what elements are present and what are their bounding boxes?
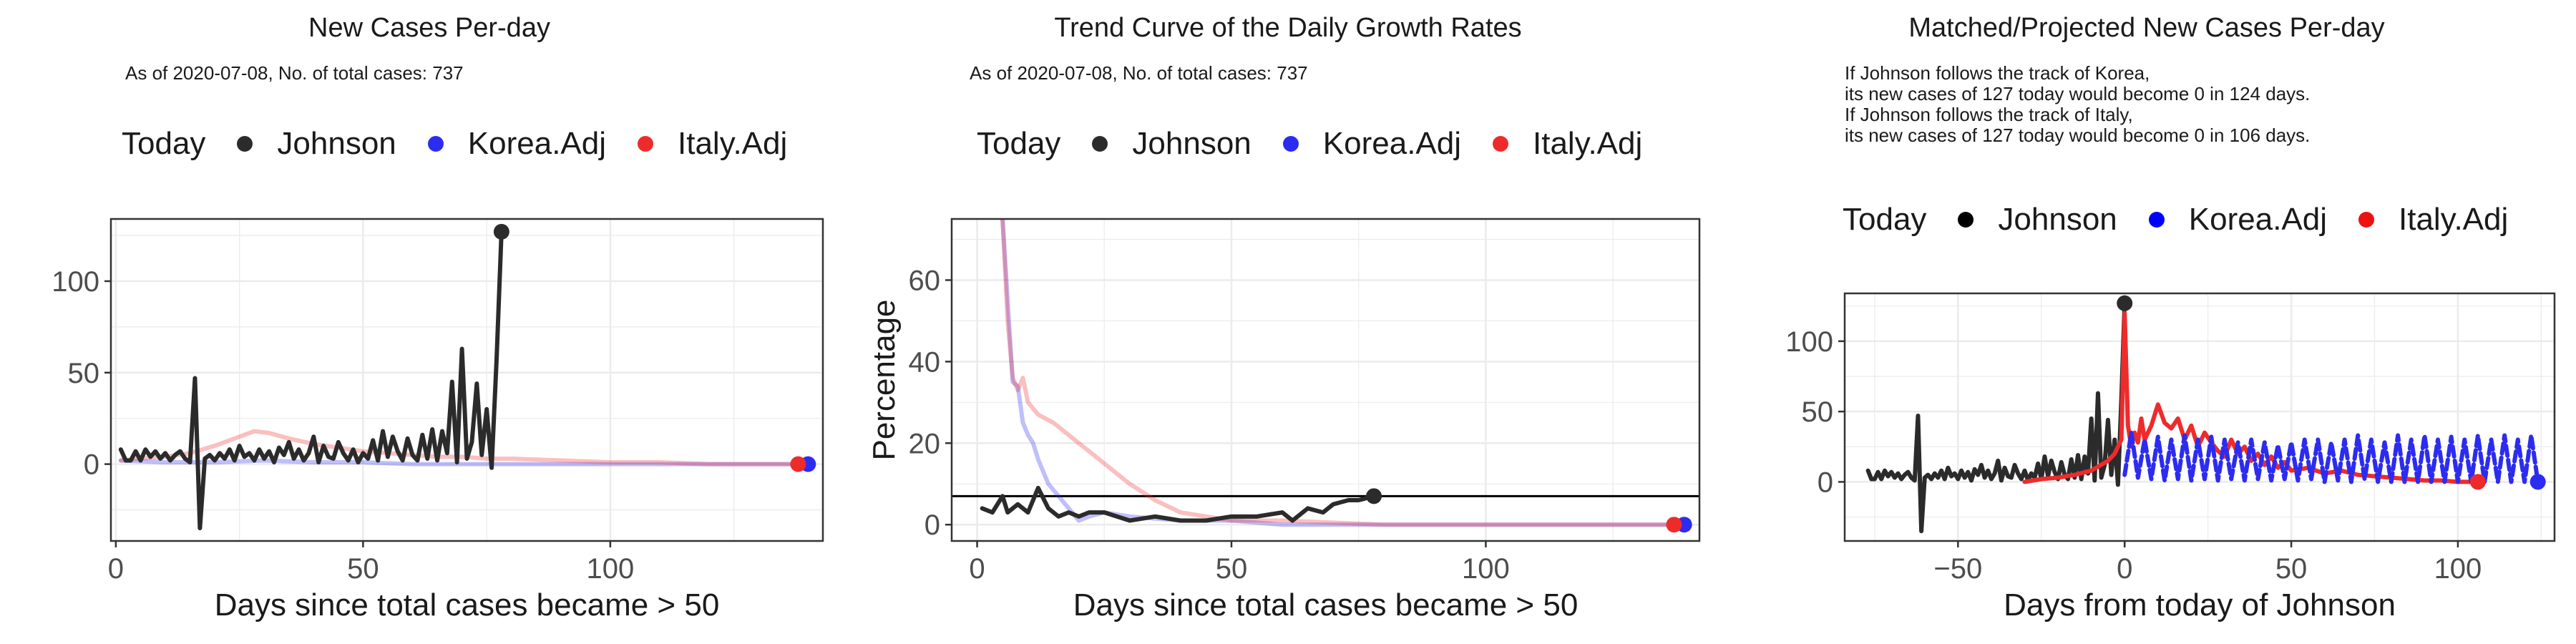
- x-tick-label: 0: [108, 553, 124, 585]
- legend-label: Johnson: [1132, 126, 1252, 161]
- series-group: [1865, 295, 2546, 534]
- legend-label: Italy.Adj: [678, 126, 788, 161]
- y-tick-label: 0: [924, 509, 940, 541]
- legend-key-korea: [427, 136, 444, 152]
- plot-border: [1843, 292, 2556, 542]
- legend: Today Johnson Korea.Adj Italy.Adj: [977, 126, 1674, 162]
- x-tick-label: 0: [969, 553, 985, 585]
- legend: Today Johnson Korea.Adj Italy.Adj: [122, 126, 819, 162]
- legend-item-korea: Korea.Adj: [2148, 202, 2328, 238]
- series-line-johnson: [980, 485, 1377, 523]
- x-axis-label: Days since total cases became > 50: [215, 587, 720, 623]
- legend-key-johnson: [1092, 136, 1108, 152]
- panel-note: As of 2020-07-08, No. of total cases: 73…: [125, 62, 464, 84]
- legend-item-italy: Italy.Adj: [1493, 126, 1642, 162]
- panel-note: If Johnson follows the track of Korea,: [1845, 62, 2150, 84]
- series-line-johnson: [118, 229, 504, 531]
- panel-projected-cases: Matched/Projected New Cases Per-day If J…: [1717, 0, 2576, 644]
- chart-projected-cases: −50 0 50 100 0 50 100 Days from today of Johnso…: [1785, 292, 2556, 623]
- x-tick-label: 100: [587, 553, 635, 585]
- legend: Today Johnson Korea.Adj Italy.Adj: [1843, 202, 2540, 238]
- legend-title: Today: [977, 126, 1061, 161]
- legend-key-korea: [2148, 212, 2165, 228]
- y-tick-label: 60: [909, 265, 941, 296]
- legend-label: Johnson: [1998, 202, 2117, 237]
- today-point-johnson: [493, 223, 509, 240]
- legend-item-italy: Italy.Adj: [638, 126, 787, 162]
- panel-title: Trend Curve of the Daily Growth Rates: [1054, 13, 1522, 43]
- panel-note: As of 2020-07-08, No. of total cases: 73…: [970, 62, 1308, 84]
- panel-note: its new cases of 127 today would become …: [1845, 125, 2311, 146]
- legend-key-italy: [2358, 212, 2375, 228]
- series-line-italy-adj: [1000, 219, 1677, 527]
- legend-label: Italy.Adj: [2399, 202, 2509, 237]
- today-point-italy-adj: [1666, 517, 1682, 533]
- x-tick-label: 0: [2117, 553, 2132, 585]
- legend-title: Today: [122, 126, 206, 161]
- legend-label: Korea.Adj: [467, 126, 607, 161]
- legend-item-johnson: Johnson: [237, 126, 396, 162]
- legend-item-italy: Italy.Adj: [2358, 202, 2508, 238]
- today-point-johnson: [2117, 295, 2133, 311]
- y-tick-label: 0: [84, 449, 99, 481]
- x-axis-label: Days from today of Johnson: [2004, 587, 2396, 623]
- legend-key-italy: [1493, 136, 1509, 152]
- legend-label: Italy.Adj: [1533, 126, 1643, 161]
- panel-note: its new cases of 127 today would become …: [1845, 83, 2311, 104]
- panel-note: If Johnson follows the track of Italy,: [1845, 104, 2133, 125]
- panel-growth-rates: Trend Curve of the Daily Growth Rates As…: [859, 0, 1717, 644]
- y-tick-label: 50: [1802, 396, 1834, 428]
- y-tick-label: 100: [52, 266, 99, 298]
- y-tick-label: 20: [909, 428, 941, 459]
- series-line-johnson: [1865, 301, 2127, 534]
- x-tick-label: 50: [347, 553, 379, 585]
- series-line-korea-adj: [2122, 430, 2540, 484]
- x-tick-label: 50: [2275, 553, 2308, 585]
- legend-key-johnson: [1958, 212, 1974, 228]
- legend-item-korea: Korea.Adj: [1282, 126, 1462, 162]
- x-tick-label: 100: [2434, 553, 2482, 585]
- series-group: [980, 219, 1692, 533]
- legend-title: Today: [1843, 202, 1927, 237]
- x-tick-label: 100: [1462, 553, 1510, 585]
- legend-key-johnson: [237, 136, 253, 152]
- x-axis-label: Days since total cases became > 50: [1073, 587, 1579, 623]
- panel-title: New Cases Per-day: [308, 13, 550, 43]
- series-line-italy-adj: [2022, 311, 2480, 484]
- plot-border: [109, 218, 824, 542]
- legend-label: Korea.Adj: [1322, 126, 1462, 161]
- series-group: [118, 223, 816, 531]
- y-tick-label: 0: [1818, 467, 1833, 498]
- y-tick-label: 40: [909, 346, 941, 378]
- today-point-johnson: [1366, 488, 1382, 504]
- plot-border: [950, 218, 1701, 542]
- x-tick-label: 50: [1216, 553, 1248, 585]
- y-axis-label: Percentage: [867, 299, 902, 460]
- y-tick-label: 50: [68, 358, 100, 389]
- today-point-korea-adj: [2529, 474, 2546, 490]
- panel-title: Matched/Projected New Cases Per-day: [1908, 13, 2385, 43]
- panel-new-cases: New Cases Per-day As of 2020-07-08, No. …: [0, 0, 859, 644]
- legend-label: Johnson: [277, 126, 396, 161]
- legend-label: Korea.Adj: [2188, 202, 2328, 237]
- today-point-italy-adj: [2469, 474, 2486, 490]
- series-line-korea-adj: [1000, 219, 1687, 527]
- legend-item-johnson: Johnson: [1092, 126, 1252, 162]
- chart-growth-rates: 0 50 100 0 20 40 60 Days since total cases beca…: [867, 218, 1701, 623]
- legend-key-italy: [638, 136, 654, 152]
- y-tick-label: 100: [1785, 326, 1833, 358]
- series-line-korea-adj: [118, 458, 811, 467]
- today-point-italy-adj: [790, 456, 806, 472]
- legend-item-johnson: Johnson: [1958, 202, 2117, 238]
- legend-item-korea: Korea.Adj: [427, 126, 607, 162]
- legend-key-korea: [1282, 136, 1299, 152]
- x-tick-label: −50: [1933, 553, 1982, 585]
